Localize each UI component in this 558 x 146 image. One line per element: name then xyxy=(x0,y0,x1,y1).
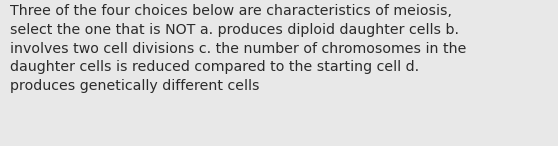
Text: Three of the four choices below are characteristics of meiosis,
select the one t: Three of the four choices below are char… xyxy=(10,4,466,93)
